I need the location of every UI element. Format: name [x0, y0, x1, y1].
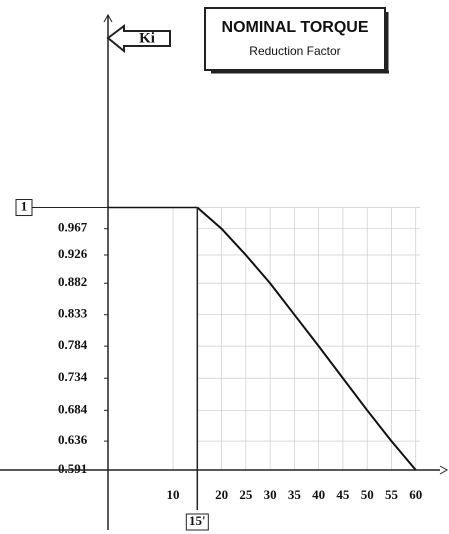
x-tick-box — [185, 513, 209, 531]
y-tick-label: 0.636 — [58, 432, 88, 447]
title-box — [204, 7, 386, 71]
x-tick-label: 40 — [312, 487, 325, 502]
line — [196, 206, 417, 471]
y-tick-label: 0.591 — [58, 461, 87, 476]
x-tick-label: 60 — [409, 487, 422, 502]
x-tick-label: 25 — [239, 487, 253, 502]
x-tick-label: 35 — [288, 487, 302, 502]
y-tick-label: 0.833 — [58, 306, 88, 321]
x-tick-label: 30 — [264, 487, 277, 502]
x-tick-label: 55 — [385, 487, 399, 502]
y-tick-label: 0.734 — [58, 369, 88, 384]
x-tick-label: 45 — [336, 487, 350, 502]
y-tick-label: 0.967 — [58, 220, 88, 235]
y-tick-label: 0.784 — [58, 337, 88, 352]
chart-subtitle: Reduction Factor — [249, 44, 340, 58]
y-tick-label: 0.684 — [58, 401, 88, 416]
x-tick-label: 15' — [189, 513, 206, 528]
y-axis-arrow — [103, 13, 113, 23]
chart-title: NOMINAL TORQUE — [222, 19, 369, 36]
y-tick-label: 1 — [21, 199, 28, 214]
x-tick-label: 20 — [215, 487, 228, 502]
y-axis-label: Ki — [139, 30, 155, 46]
y-tick-label: 0.926 — [58, 246, 88, 261]
x-tick-label: 50 — [361, 487, 374, 502]
y-label-arrow — [106, 24, 171, 54]
y-tick-label: 0.882 — [58, 274, 87, 289]
x-tick-label: 10 — [167, 487, 180, 502]
x-axis-arrow — [439, 465, 449, 475]
